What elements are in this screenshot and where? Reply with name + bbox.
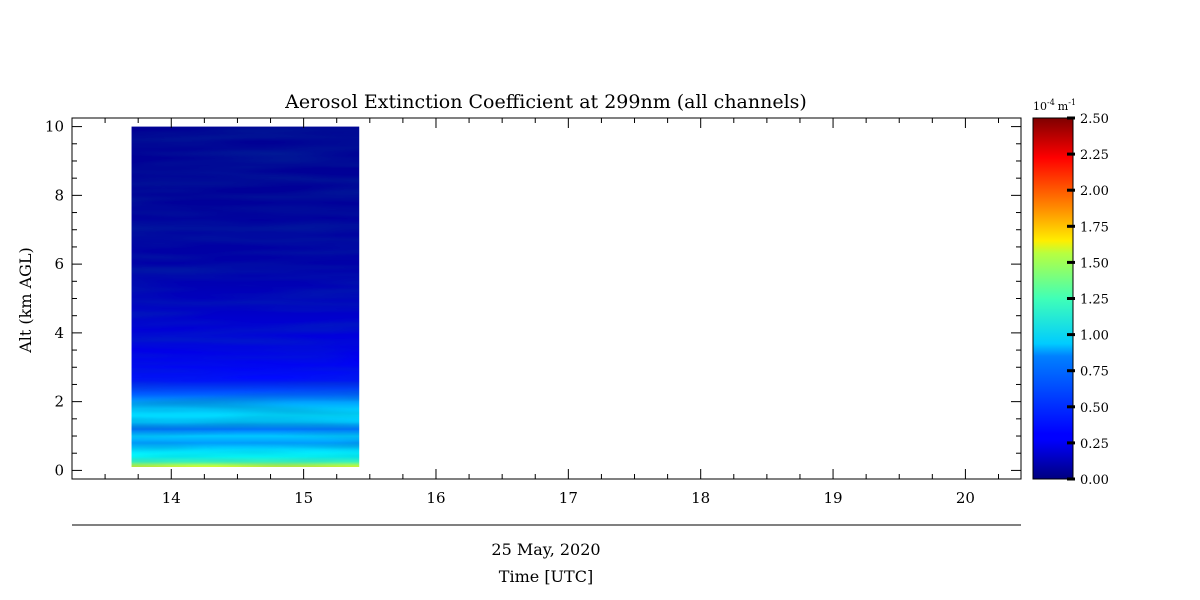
x-axis-ticks: 14 15 16 17 18 19 20 xyxy=(71,118,999,507)
colorbar-tick-label: 0.75 xyxy=(1080,365,1109,380)
colorbar-ticks: 0.00 0.25 0.50 0.75 1.00 1.25 1.50 1.75 2.00 2.25… xyxy=(1067,112,1109,488)
y-tick-label: 6 xyxy=(54,255,64,273)
x-tick-label: 14 xyxy=(162,489,181,507)
y-tick-label: 8 xyxy=(54,186,64,204)
x-tick-label: 18 xyxy=(691,489,710,507)
x-axis-label: Time [UTC] xyxy=(499,567,593,586)
x-tick-label: 19 xyxy=(824,489,843,507)
x-tick-label: 20 xyxy=(956,489,975,507)
chart-title: Aerosol Extinction Coefficient at 299nm … xyxy=(284,91,807,113)
y-tick-label: 0 xyxy=(54,461,64,479)
heatmap-texture xyxy=(131,126,360,467)
colorbar-unit: 10-4 m-1 xyxy=(1033,98,1076,113)
colorbar-tick-label: 2.25 xyxy=(1080,148,1109,163)
colorbar-tick-label: 0.25 xyxy=(1080,437,1109,452)
colorbar-tick-label: 1.25 xyxy=(1080,293,1109,308)
y-tick-label: 4 xyxy=(54,324,64,342)
date-label: 25 May, 2020 xyxy=(491,540,600,559)
colorbar: 10-4 m-1 0.00 0.25 0.50 0.75 1.00 1.25 1.50 1.75… xyxy=(1032,98,1109,488)
colorbar-tick-label: 1.75 xyxy=(1080,220,1109,235)
colorbar-gradient xyxy=(1032,117,1074,480)
x-tick-label: 17 xyxy=(559,489,578,507)
y-axis-ticks: 0 2 4 6 8 10 xyxy=(45,118,1021,479)
colorbar-tick-label: 1.50 xyxy=(1080,256,1109,271)
y-tick-label: 10 xyxy=(45,118,64,136)
colorbar-tick-label: 0.50 xyxy=(1080,401,1109,416)
x-tick-label: 15 xyxy=(294,489,313,507)
colorbar-tick-label: 0.00 xyxy=(1080,473,1109,488)
colorbar-tick-label: 1.00 xyxy=(1080,329,1109,344)
x-tick-label: 16 xyxy=(426,489,445,507)
plot-area xyxy=(71,117,1022,480)
colorbar-tick-label: 2.50 xyxy=(1080,112,1109,127)
colorbar-tick-label: 2.00 xyxy=(1080,184,1109,199)
y-tick-label: 2 xyxy=(54,393,64,411)
y-axis-label: Alt (km AGL) xyxy=(16,247,35,354)
